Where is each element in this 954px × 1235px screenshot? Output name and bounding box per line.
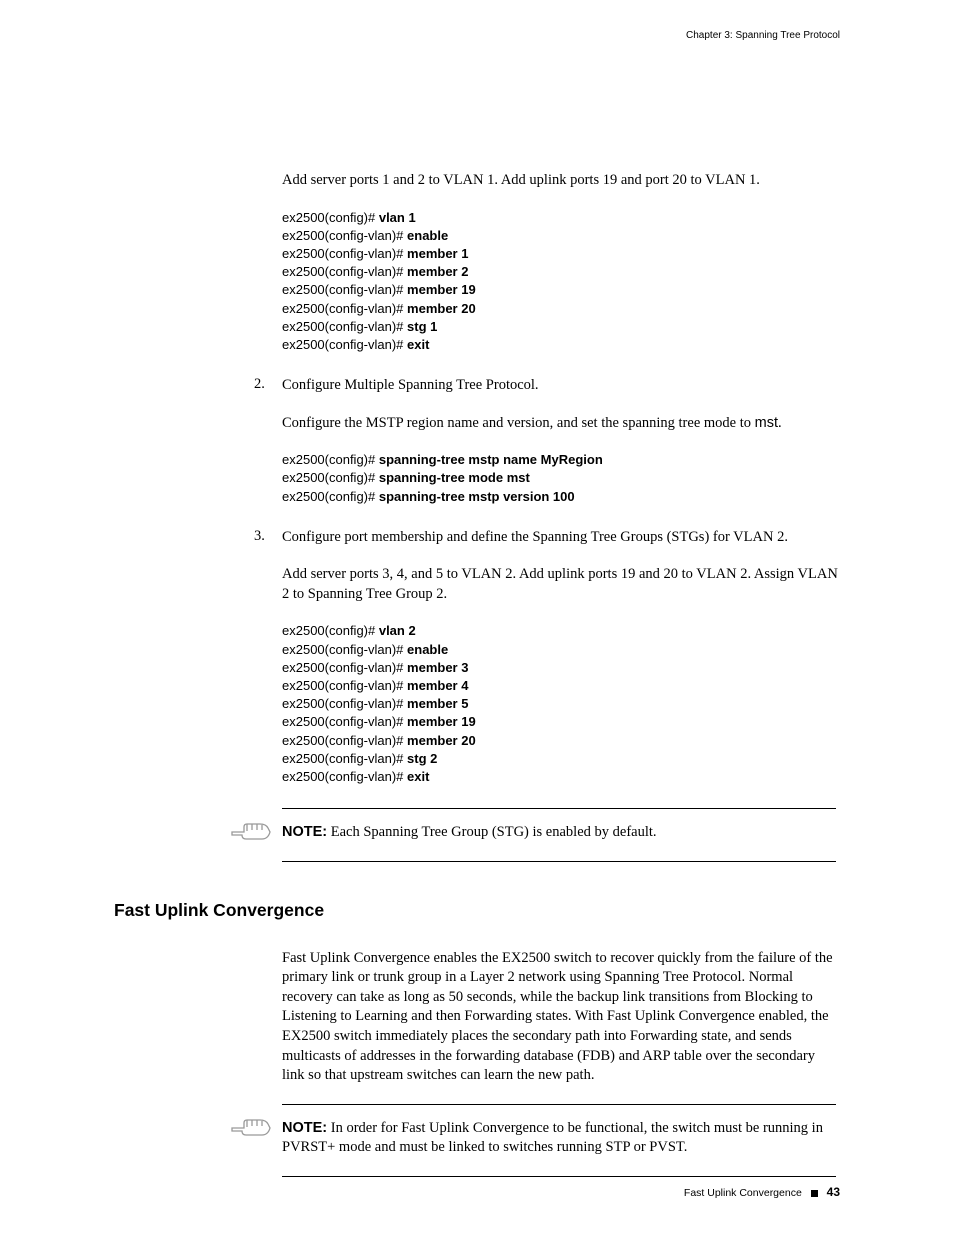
cli-prompt: ex2500(config-vlan)#	[282, 751, 407, 766]
cli-command: member 19	[407, 714, 476, 729]
cli-prompt: ex2500(config-vlan)#	[282, 678, 407, 693]
cli-line: ex2500(config-vlan)# member 4	[282, 677, 840, 695]
cli-prompt: ex2500(config)#	[282, 470, 379, 485]
section-heading: Fast Uplink Convergence	[114, 900, 840, 921]
cli-line: ex2500(config-vlan)# member 1	[282, 245, 840, 263]
chapter-header: Chapter 3: Spanning Tree Protocol	[114, 30, 840, 41]
cli-command: stg 1	[407, 319, 437, 334]
cli-line: ex2500(config-vlan)# stg 2	[282, 750, 840, 768]
cli-block-2: ex2500(config)# spanning-tree mstp name …	[282, 451, 840, 506]
section-body: Fast Uplink Convergence enables the EX25…	[282, 949, 840, 1086]
cli-prompt: ex2500(config-vlan)#	[282, 282, 407, 297]
cli-prompt: ex2500(config)#	[282, 623, 379, 638]
cli-line: ex2500(config)# vlan 1	[282, 209, 840, 227]
cli-prompt: ex2500(config-vlan)#	[282, 696, 407, 711]
cli-command: member 1	[407, 246, 468, 261]
cli-command: enable	[407, 228, 448, 243]
step-3: 3. Configure port membership and define …	[254, 528, 840, 548]
step-2-body: Configure the MSTP region name and versi…	[282, 414, 840, 434]
note-2: NOTE: In order for Fast Uplink Convergen…	[282, 1104, 836, 1177]
step-number: 2.	[254, 376, 282, 396]
cli-command: member 4	[407, 678, 468, 693]
cli-prompt: ex2500(config-vlan)#	[282, 769, 407, 784]
cli-line: ex2500(config)# spanning-tree mstp name …	[282, 451, 840, 469]
cli-block-1: ex2500(config)# vlan 1ex2500(config-vlan…	[282, 209, 840, 355]
cli-prompt: ex2500(config-vlan)#	[282, 301, 407, 316]
note-text: NOTE: Each Spanning Tree Group (STG) is …	[282, 823, 836, 843]
text-pre: Configure the MSTP region name and versi…	[282, 415, 755, 431]
cli-prompt: ex2500(config)#	[282, 452, 379, 467]
cli-prompt: ex2500(config-vlan)#	[282, 660, 407, 675]
cli-prompt: ex2500(config-vlan)#	[282, 733, 407, 748]
cli-line: ex2500(config-vlan)# stg 1	[282, 318, 840, 336]
cli-line: ex2500(config-vlan)# enable	[282, 227, 840, 245]
intro-paragraph: Add server ports 1 and 2 to VLAN 1. Add …	[282, 171, 840, 191]
step-title: Configure port membership and define the…	[282, 528, 788, 548]
cli-command: spanning-tree mstp version 100	[379, 489, 575, 504]
cli-command: exit	[407, 769, 429, 784]
footer-page-number: 43	[827, 1185, 840, 1199]
cli-command: stg 2	[407, 751, 437, 766]
cli-prompt: ex2500(config-vlan)#	[282, 714, 407, 729]
cli-command: member 20	[407, 301, 476, 316]
cli-line: ex2500(config-vlan)# member 19	[282, 281, 840, 299]
cli-command: vlan 1	[379, 210, 416, 225]
cli-prompt: ex2500(config-vlan)#	[282, 337, 407, 352]
cli-line: ex2500(config)# spanning-tree mode mst	[282, 469, 840, 487]
note-label: NOTE:	[282, 824, 327, 840]
text-mono: mst	[755, 415, 778, 431]
cli-command: member 2	[407, 264, 468, 279]
cli-line: ex2500(config-vlan)# exit	[282, 336, 840, 354]
cli-prompt: ex2500(config-vlan)#	[282, 642, 407, 657]
step-2: 2. Configure Multiple Spanning Tree Prot…	[254, 376, 840, 396]
cli-prompt: ex2500(config-vlan)#	[282, 264, 407, 279]
cli-command: spanning-tree mstp name MyRegion	[379, 452, 603, 467]
step-number: 3.	[254, 528, 282, 548]
cli-command: vlan 2	[379, 623, 416, 638]
cli-line: ex2500(config-vlan)# enable	[282, 641, 840, 659]
cli-line: ex2500(config-vlan)# exit	[282, 768, 840, 786]
note-body: In order for Fast Uplink Convergence to …	[282, 1120, 823, 1156]
cli-prompt: ex2500(config-vlan)#	[282, 228, 407, 243]
cli-prompt: ex2500(config-vlan)#	[282, 319, 407, 334]
cli-line: ex2500(config-vlan)# member 20	[282, 732, 840, 750]
cli-line: ex2500(config-vlan)# member 2	[282, 263, 840, 281]
step-title: Configure Multiple Spanning Tree Protoco…	[282, 376, 539, 396]
cli-line: ex2500(config)# spanning-tree mstp versi…	[282, 488, 840, 506]
note-hand-icon	[230, 819, 272, 845]
cli-line: ex2500(config-vlan)# member 19	[282, 713, 840, 731]
page-footer: Fast Uplink Convergence 43	[684, 1185, 840, 1199]
note-hand-icon	[230, 1115, 272, 1141]
cli-command: exit	[407, 337, 429, 352]
cli-line: ex2500(config)# vlan 2	[282, 622, 840, 640]
cli-command: member 19	[407, 282, 476, 297]
cli-command: member 20	[407, 733, 476, 748]
note-body: Each Spanning Tree Group (STG) is enable…	[327, 824, 656, 840]
cli-command: spanning-tree mode mst	[379, 470, 530, 485]
step-3-body: Add server ports 3, 4, and 5 to VLAN 2. …	[282, 565, 840, 604]
cli-line: ex2500(config-vlan)# member 20	[282, 300, 840, 318]
cli-command: member 5	[407, 696, 468, 711]
cli-prompt: ex2500(config)#	[282, 210, 379, 225]
cli-prompt: ex2500(config-vlan)#	[282, 246, 407, 261]
cli-command: member 3	[407, 660, 468, 675]
cli-line: ex2500(config-vlan)# member 5	[282, 695, 840, 713]
note-1: NOTE: Each Spanning Tree Group (STG) is …	[282, 808, 836, 862]
note-text: NOTE: In order for Fast Uplink Convergen…	[282, 1119, 836, 1158]
cli-line: ex2500(config-vlan)# member 3	[282, 659, 840, 677]
text-post: .	[778, 415, 782, 431]
cli-command: enable	[407, 642, 448, 657]
cli-prompt: ex2500(config)#	[282, 489, 379, 504]
footer-section: Fast Uplink Convergence	[684, 1187, 802, 1199]
footer-square-icon	[811, 1190, 818, 1197]
note-label: NOTE:	[282, 1120, 327, 1136]
cli-block-3: ex2500(config)# vlan 2ex2500(config-vlan…	[282, 622, 840, 786]
